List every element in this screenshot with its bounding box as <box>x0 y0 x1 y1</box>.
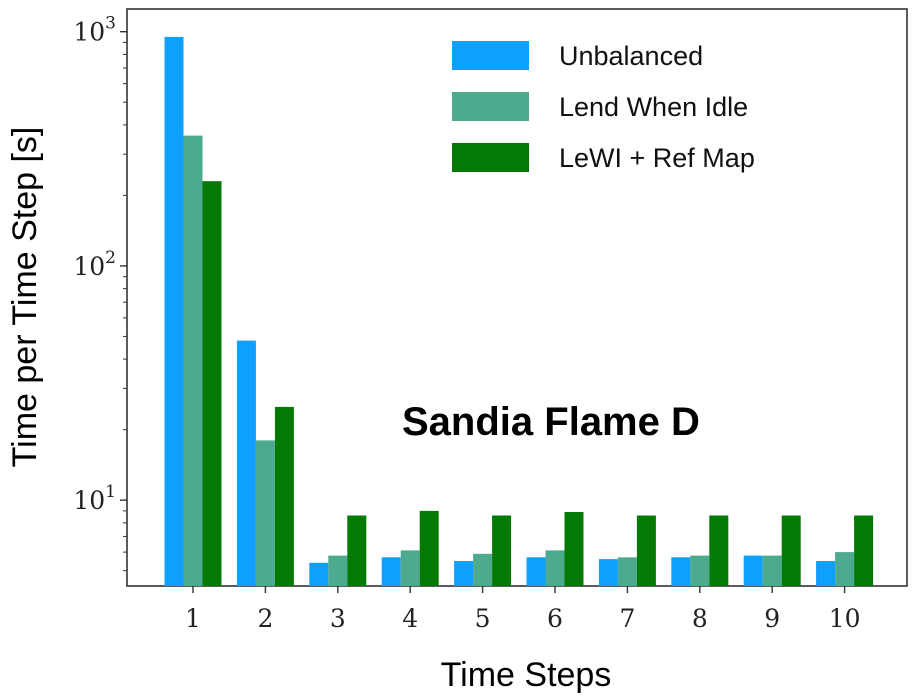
x-tick-label: 3 <box>330 604 346 633</box>
bar-lewi-ref-map-3 <box>347 515 367 586</box>
x-tick-label: 10 <box>829 604 861 633</box>
chart-annotation: Sandia Flame D <box>402 400 700 444</box>
bar-unbalanced-6 <box>526 557 546 586</box>
bar-lewi-ref-map-6 <box>564 512 584 586</box>
bar-lend-when-idle-9 <box>762 555 782 586</box>
bar-lend-when-idle-7 <box>617 557 637 586</box>
x-axis-ticks: 1 2 3 4 5 6 7 8 9 10 <box>185 586 861 633</box>
bar-unbalanced-7 <box>598 559 618 586</box>
bar-unbalanced-9 <box>743 555 763 586</box>
bar-unbalanced-5 <box>454 561 474 586</box>
bar-lend-when-idle-8 <box>690 555 710 586</box>
bar-lend-when-idle-4 <box>400 550 420 586</box>
bar-lend-when-idle-6 <box>545 550 565 586</box>
x-axis-label: Time Steps <box>441 656 612 694</box>
legend-swatch <box>452 92 529 121</box>
legend-label: Unbalanced <box>559 41 703 71</box>
bar-lewi-ref-map-9 <box>781 515 801 586</box>
x-tick-label: 6 <box>547 604 563 633</box>
y-tick-label: 101 <box>73 482 116 515</box>
plot-frame <box>126 8 908 587</box>
x-tick-label: 4 <box>402 604 418 633</box>
bar-lend-when-idle-5 <box>473 553 493 586</box>
bar-unbalanced-2 <box>236 340 256 586</box>
bar-unbalanced-10 <box>816 561 836 586</box>
bar-unbalanced-4 <box>381 557 401 586</box>
legend: Unbalanced Lend When Idle LeWI + Ref Map <box>452 41 755 173</box>
bar-lewi-ref-map-2 <box>274 406 294 586</box>
bar-lewi-ref-map-7 <box>636 515 656 586</box>
x-tick-label: 2 <box>257 604 273 633</box>
bar-unbalanced-1 <box>164 36 184 586</box>
legend-label: Lend When Idle <box>559 92 748 122</box>
legend-swatch <box>452 143 529 172</box>
bar-lewi-ref-map-5 <box>492 515 512 586</box>
y-axis-label: Time per Time Step [s] <box>6 127 44 468</box>
legend-label: LeWI + Ref Map <box>559 143 755 173</box>
x-tick-label: 5 <box>475 604 491 633</box>
bar-unbalanced-8 <box>671 557 691 586</box>
bar-lewi-ref-map-10 <box>854 515 874 586</box>
bar-lend-when-idle-10 <box>835 552 855 586</box>
bar-lewi-ref-map-4 <box>419 510 439 586</box>
x-tick-label: 8 <box>692 604 708 633</box>
x-tick-label: 9 <box>764 604 780 633</box>
x-tick-label: 7 <box>619 604 635 633</box>
y-axis-ticks: 101 102 103 <box>73 14 127 572</box>
bar-unbalanced-3 <box>309 562 329 586</box>
legend-swatch <box>452 41 529 70</box>
x-tick-label: 1 <box>185 604 201 633</box>
bar-lend-when-idle-1 <box>183 135 203 586</box>
bar-lewi-ref-map-1 <box>202 181 222 586</box>
bar-lewi-ref-map-8 <box>709 515 729 586</box>
bar-lend-when-idle-3 <box>328 555 348 586</box>
bars-layer <box>164 36 874 586</box>
bar-lend-when-idle-2 <box>255 440 275 586</box>
y-tick-label: 102 <box>73 248 116 281</box>
y-tick-label: 103 <box>73 14 116 47</box>
